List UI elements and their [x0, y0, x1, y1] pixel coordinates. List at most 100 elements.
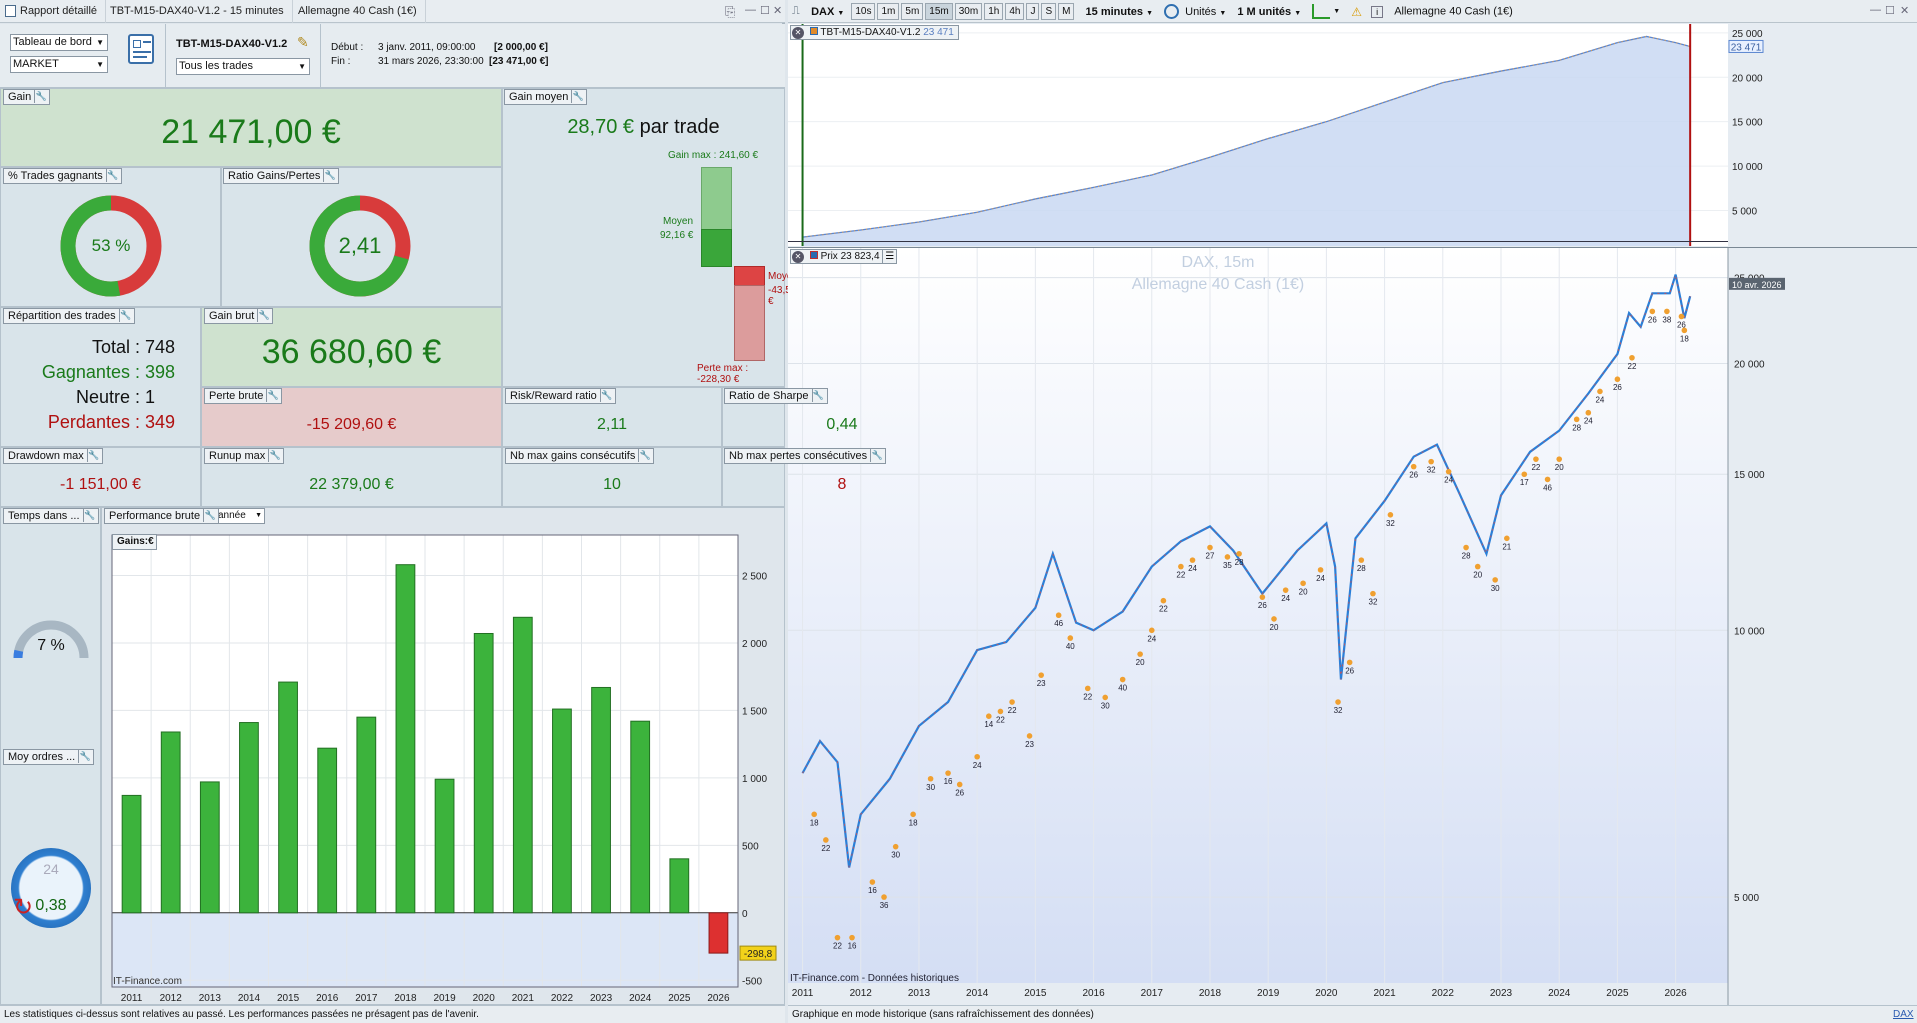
performance-period-select[interactable]: année ▼ [215, 508, 265, 524]
ratio-label: Ratio Gains/Pertes 🔧 [223, 168, 340, 184]
tab-detailed-report[interactable]: Rapport détaillé [0, 0, 107, 23]
last-value-tag-bg [739, 945, 777, 961]
chart-close-button[interactable]: ✕ [1900, 5, 1910, 17]
chart-minimize-button[interactable]: — [1870, 4, 1881, 16]
edit-icon[interactable]: ✎ [297, 34, 309, 50]
timeframe-10s[interactable]: 10s [851, 3, 876, 20]
timeframe-30m[interactable]: 30m [954, 3, 983, 20]
close-panel-icon[interactable]: ✕ [792, 27, 804, 39]
trade-marker [869, 879, 876, 885]
price-axis-background [1728, 248, 1917, 1005]
trade-label: 18 [1680, 334, 1689, 343]
close-panel-icon[interactable]: ✕ [792, 251, 804, 263]
sharpe-label: Ratio de Sharpe 🔧 [724, 388, 828, 404]
drawdown-value: -1 151,00 € [60, 476, 141, 493]
dashboard-select[interactable]: Tableau de bord ▼ [10, 34, 108, 51]
warning-icon[interactable]: ⚠ [1351, 4, 1363, 19]
chart-type-icon[interactable] [1312, 4, 1331, 19]
timeframe-day[interactable]: J [1026, 3, 1040, 20]
report-icon [5, 5, 16, 17]
trade-label: 21 [1502, 542, 1511, 551]
wrench-icon[interactable]: 🔧 [571, 90, 584, 103]
report-settings-icon[interactable] [128, 34, 154, 64]
instrument-select[interactable]: DAX ▼ [811, 6, 844, 18]
trade-label: 26 [1648, 315, 1657, 324]
wrench-icon[interactable]: 🔧 [86, 449, 100, 462]
units-select[interactable]: Unités ▼ [1185, 6, 1226, 18]
trade-marker [1137, 651, 1143, 657]
avg-orders-label: Moy ordres ... 🔧 [3, 749, 95, 765]
avg-gain-label: Gain moyen 🔧 [504, 89, 588, 105]
bar [278, 681, 298, 914]
y-tick-label: 20 000 [1732, 73, 1763, 84]
timeframe-1h[interactable]: 1h [984, 3, 1004, 20]
price-source-label: IT-Finance.com - Données historiques [790, 973, 959, 984]
label-text: Ratio de Sharpe [729, 390, 809, 402]
units-clock-icon[interactable] [1164, 4, 1180, 19]
wrench-icon[interactable]: 🔧 [257, 309, 270, 322]
chart-maximize-button[interactable]: ☐ [1885, 5, 1895, 17]
wrench-icon[interactable]: 🔧 [268, 449, 281, 462]
sharpe-value: 0,44 [826, 416, 858, 433]
trade-marker [1282, 587, 1289, 593]
label-text: Performance brute [109, 510, 201, 522]
chevron-down-icon: ▼ [298, 62, 306, 71]
list-icon[interactable]: ☰ [882, 250, 894, 263]
timeframe-1m[interactable]: 1m [877, 3, 900, 20]
units-value-select[interactable]: 1 M unités ▼ [1237, 6, 1301, 18]
wrench-icon[interactable]: 🔧 [105, 169, 119, 182]
timeframe-4h[interactable]: 4h [1005, 3, 1025, 20]
timeframe-month[interactable]: M [1058, 3, 1075, 20]
timeframe-5m[interactable]: 5m [901, 3, 924, 20]
trades-filter-select[interactable]: Tous les trades ▼ [176, 58, 310, 75]
gain-value: 21 471,00 € [161, 113, 341, 151]
tab-instrument[interactable]: Allemagne 40 Cash (1€) [290, 0, 426, 23]
report-titlebar: Rapport détaillé TBT-M15-DAX40-V1.2 - 15… [0, 0, 785, 23]
chevron-down-icon: ▼ [255, 512, 262, 519]
trade-label: 28 [1357, 564, 1366, 573]
period-select[interactable]: 15 minutes ▼ [1086, 6, 1153, 18]
timeframe-week[interactable]: S [1041, 3, 1057, 20]
trade-marker [1649, 308, 1656, 315]
wrench-icon[interactable]: 🔧 [78, 750, 91, 763]
wrench-icon[interactable]: 🔧 [266, 389, 280, 402]
chart-menu-icon[interactable]: ⎍ [792, 5, 800, 17]
trade-marker [1207, 544, 1213, 551]
neutral-trades: Neutre : 1 [75, 387, 155, 407]
wrench-icon[interactable]: 🔧 [82, 509, 96, 522]
wrench-icon[interactable]: 🔧 [638, 449, 651, 462]
wrench-icon[interactable]: 🔧 [34, 90, 47, 103]
equity-last-tag-bg [1728, 39, 1764, 53]
trade-marker [1189, 557, 1196, 563]
wrench-icon[interactable]: 🔧 [599, 389, 613, 402]
status-instrument[interactable]: DAX [1893, 1009, 1914, 1020]
price-series-name: Prix [820, 251, 838, 262]
x-tick-label: 2019 [1257, 988, 1280, 999]
avg-win-value: 92,16 € [660, 230, 694, 241]
y-tick-label: 20 000 [1734, 360, 1765, 371]
wrench-icon[interactable]: 🔧 [203, 509, 216, 522]
performance-label: Performance brute 🔧 [104, 508, 220, 524]
share-icon[interactable]: ⎘ [725, 4, 736, 19]
minimize-button[interactable]: — [745, 4, 756, 16]
order-type-select[interactable]: MARKET ▼ [10, 56, 108, 73]
tab-label: TBT-M15-DAX40-V1.2 - 15 minutes [110, 5, 284, 17]
wrench-icon[interactable]: 🔧 [811, 389, 825, 402]
info-icon[interactable]: i [1371, 5, 1384, 18]
max-losses-label: Nb max pertes consécutives 🔧 [724, 448, 887, 464]
timeframe-15m[interactable]: 15m [925, 3, 953, 20]
tab-system[interactable]: TBT-M15-DAX40-V1.2 - 15 minutes [102, 0, 293, 23]
x-tick-label: 2013 [199, 993, 222, 1003]
wrench-icon[interactable]: 🔧 [118, 309, 132, 322]
wrench-icon[interactable]: 🔧 [870, 449, 883, 462]
chart-type-dropdown-icon[interactable]: ▼ [1333, 8, 1341, 15]
label-text: Risk/Reward ratio [510, 390, 597, 402]
bar [356, 716, 377, 914]
wrench-icon[interactable]: 🔧 [323, 169, 336, 182]
maximize-button[interactable]: ☐ [760, 5, 770, 17]
series-color-icon [809, 251, 818, 259]
trade-marker [1370, 590, 1376, 597]
x-tick-label: 2021 [512, 993, 535, 1003]
close-button[interactable]: ✕ [773, 5, 783, 17]
performance-legend: Gains:€ [112, 534, 157, 550]
